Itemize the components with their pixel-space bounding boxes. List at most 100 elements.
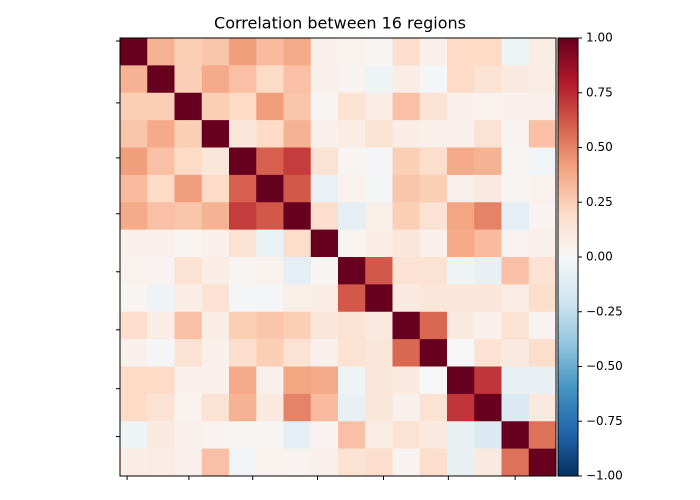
heat-cell [120,202,148,230]
heat-cell [256,393,284,422]
heat-cell [419,257,448,285]
heat-cell [256,339,284,367]
heat-cell [283,38,312,66]
heat-cell [392,311,421,340]
heat-cell [147,339,175,367]
colorbar [557,37,579,477]
heat-cell [310,257,339,285]
heat-cell [229,65,257,94]
heat-cell [256,92,284,121]
heat-cell [283,366,312,395]
heat-cell [283,120,312,148]
heat-cell [310,147,339,176]
heat-cell [120,120,148,148]
heat-cell [229,421,257,449]
heat-cell [528,311,557,340]
heat-cell [474,147,502,176]
heat-cell [338,202,366,230]
heat-cell [283,257,312,285]
heat-cell [392,339,421,367]
heat-cell [501,147,530,176]
heat-cell [447,38,475,66]
heat-cell [419,448,448,477]
heat-cell [120,38,148,66]
heat-cell [392,421,421,449]
heat-cell [501,38,530,66]
heat-cell [174,120,203,148]
heat-cell [338,284,366,313]
heat-cell [365,257,393,285]
heat-cell [310,92,339,121]
heat-cell [201,65,230,94]
heat-cell [283,284,312,313]
heat-cell [338,448,366,477]
heat-cell [174,65,203,94]
heat-cell [419,92,448,121]
heat-cell [365,147,393,176]
heat-cell [392,284,421,313]
heat-cell [447,174,475,203]
heat-cell [147,92,175,121]
heat-cell [201,284,230,313]
heat-cell [447,393,475,422]
heat-cell [120,92,148,121]
heat-cell [392,38,421,66]
heat-cell [201,120,230,148]
heat-cell [201,257,230,285]
heat-cell [528,284,557,313]
heat-cell [120,65,148,94]
heat-cell [256,257,284,285]
heat-cell [256,421,284,449]
heat-cell [283,202,312,230]
heat-cell [310,421,339,449]
heat-cell [447,366,475,395]
heat-cell [419,393,448,422]
heat-cell [528,92,557,121]
heat-cell [229,229,257,258]
heat-cell [283,448,312,477]
heat-cell [474,284,502,313]
heat-cell [147,147,175,176]
heat-cell [501,339,530,367]
heat-cell [147,229,175,258]
heat-cell [174,311,203,340]
heat-cell [501,92,530,121]
heat-cell [256,120,284,148]
heat-cell [419,339,448,367]
heat-cell [474,120,502,148]
heat-cell [447,448,475,477]
heat-cell [201,202,230,230]
colorbar-tick-label: 1.00 [586,31,613,45]
heat-cell [147,284,175,313]
heat-cell [174,366,203,395]
heat-cell [147,421,175,449]
heat-cell [392,147,421,176]
heat-cell [528,366,557,395]
heat-cell [447,284,475,313]
heat-cell [392,229,421,258]
heat-cell [474,257,502,285]
colorbar-tick-label: 0.00 [586,250,613,264]
heat-cell [201,229,230,258]
heat-cell [174,92,203,121]
heat-cell [501,311,530,340]
heat-cell [528,257,557,285]
heat-cell [338,366,366,395]
heat-cell [447,92,475,121]
heat-cell [174,421,203,449]
heat-cell [256,202,284,230]
colorbar-tick-label: 0.75 [586,85,613,99]
heat-cell [283,311,312,340]
heat-cell [501,229,530,258]
heat-cell [283,92,312,121]
heat-cell [310,339,339,367]
heat-cell [392,366,421,395]
heat-cell [474,229,502,258]
heat-cell [419,38,448,66]
heat-cell [365,202,393,230]
heat-cell [365,174,393,203]
heat-cell [229,339,257,367]
plot-frame [119,37,557,477]
heat-cell [147,38,175,66]
